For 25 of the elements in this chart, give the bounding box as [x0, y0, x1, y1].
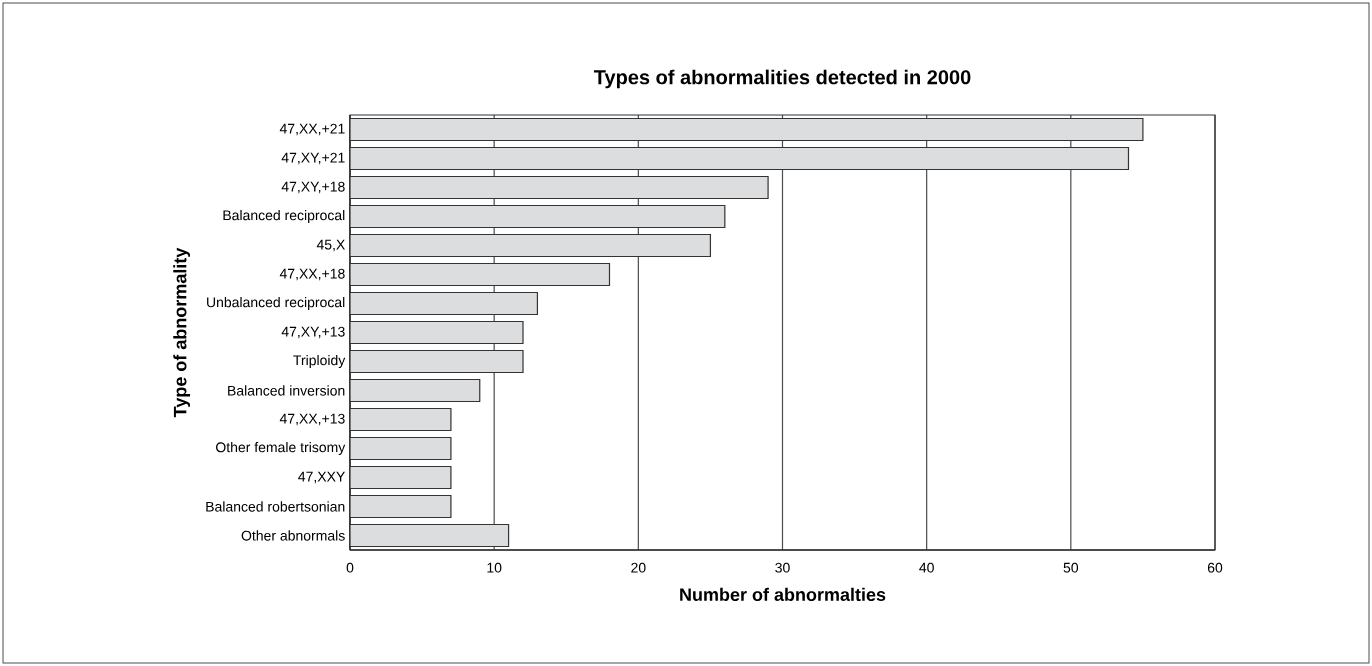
x-tick-label: 40	[919, 562, 934, 573]
y-tick-label: Unbalanced reciprocal	[207, 296, 345, 311]
x-tick-label: 60	[1207, 562, 1223, 573]
y-axis-title: Type of abnormality	[173, 247, 191, 418]
y-tick-label: 47,XY,+13	[281, 326, 345, 339]
y-tick-label: 47,XY,+18	[281, 181, 345, 194]
y-tick-label: 45,X	[316, 239, 345, 252]
y-tick-label: Balanced inversion	[228, 385, 345, 396]
y-tick-label: 47,XX,+21	[279, 123, 345, 136]
x-tick-label: 30	[775, 562, 790, 573]
y-tick-label: Other female trisomy	[216, 441, 346, 456]
y-tick-label: 47,XY,+21	[281, 152, 345, 165]
x-axis-title: Number of abnormalties	[680, 587, 886, 601]
x-tick-label: 10	[487, 562, 502, 573]
y-tick-label: Balanced reciprocal	[223, 209, 345, 224]
y-tick-label: Triploidy	[293, 354, 346, 369]
x-tick-label: 0	[346, 562, 354, 573]
x-tick-label: 20	[631, 562, 646, 573]
y-tick-label: Balanced robertsonian	[206, 501, 345, 512]
y-tick-label: 47,XX,+18	[279, 268, 345, 281]
y-tick-label: Other abnormals	[241, 530, 345, 541]
y-tick-label: 47,XXY	[298, 471, 345, 484]
y-tick-label: 47,XX,+13	[279, 413, 345, 426]
chart-title: Types of abnormalities detected in 2000	[593, 69, 971, 89]
x-tick-label: 50	[1063, 562, 1079, 573]
